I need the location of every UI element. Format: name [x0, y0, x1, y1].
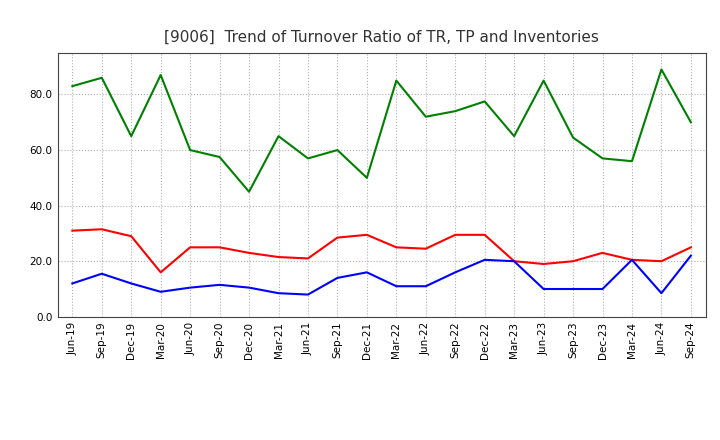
Inventories [304, 156, 312, 161]
Trade Receivables [451, 232, 459, 238]
Trade Payables [480, 257, 489, 263]
Trade Receivables [392, 245, 400, 250]
Trade Payables [304, 292, 312, 297]
Trade Payables [215, 282, 224, 287]
Trade Receivables [363, 232, 372, 238]
Trade Receivables [598, 250, 607, 256]
Inventories [127, 133, 135, 139]
Inventories [392, 78, 400, 83]
Trade Payables [539, 286, 548, 292]
Trade Payables [333, 275, 342, 281]
Inventories [687, 120, 696, 125]
Inventories [657, 67, 666, 72]
Inventories [245, 189, 253, 194]
Trade Receivables [539, 261, 548, 267]
Inventories [363, 175, 372, 180]
Title: [9006]  Trend of Turnover Ratio of TR, TP and Inventories: [9006] Trend of Turnover Ratio of TR, TP… [164, 29, 599, 45]
Trade Receivables [68, 228, 76, 233]
Trade Payables [97, 271, 106, 276]
Trade Receivables [215, 245, 224, 250]
Inventories [628, 158, 636, 164]
Inventories [274, 133, 283, 139]
Trade Receivables [156, 270, 165, 275]
Trade Payables [510, 259, 518, 264]
Trade Payables [657, 290, 666, 296]
Inventories [68, 84, 76, 89]
Trade Receivables [245, 250, 253, 256]
Trade Payables [127, 281, 135, 286]
Line: Trade Receivables: Trade Receivables [72, 229, 691, 272]
Trade Receivables [687, 245, 696, 250]
Inventories [333, 147, 342, 153]
Inventories [156, 73, 165, 78]
Trade Payables [421, 284, 430, 289]
Trade Payables [598, 286, 607, 292]
Trade Receivables [569, 259, 577, 264]
Inventories [451, 109, 459, 114]
Trade Payables [68, 281, 76, 286]
Inventories [480, 99, 489, 104]
Inventories [598, 156, 607, 161]
Inventories [510, 133, 518, 139]
Inventories [569, 135, 577, 140]
Inventories [186, 147, 194, 153]
Trade Payables [569, 286, 577, 292]
Trade Receivables [304, 256, 312, 261]
Trade Payables [156, 289, 165, 294]
Trade Receivables [97, 227, 106, 232]
Trade Receivables [628, 257, 636, 263]
Trade Payables [363, 270, 372, 275]
Inventories [539, 78, 548, 83]
Inventories [97, 75, 106, 81]
Trade Payables [392, 284, 400, 289]
Trade Payables [274, 290, 283, 296]
Line: Inventories: Inventories [72, 70, 691, 192]
Inventories [215, 154, 224, 160]
Trade Receivables [510, 259, 518, 264]
Trade Receivables [186, 245, 194, 250]
Trade Receivables [127, 234, 135, 239]
Trade Receivables [657, 259, 666, 264]
Trade Payables [245, 285, 253, 290]
Line: Trade Payables: Trade Payables [72, 256, 691, 294]
Inventories [421, 114, 430, 119]
Trade Receivables [274, 254, 283, 260]
Trade Payables [628, 257, 636, 263]
Trade Receivables [480, 232, 489, 238]
Trade Receivables [421, 246, 430, 251]
Trade Payables [186, 285, 194, 290]
Trade Payables [687, 253, 696, 258]
Trade Payables [451, 270, 459, 275]
Trade Receivables [333, 235, 342, 240]
